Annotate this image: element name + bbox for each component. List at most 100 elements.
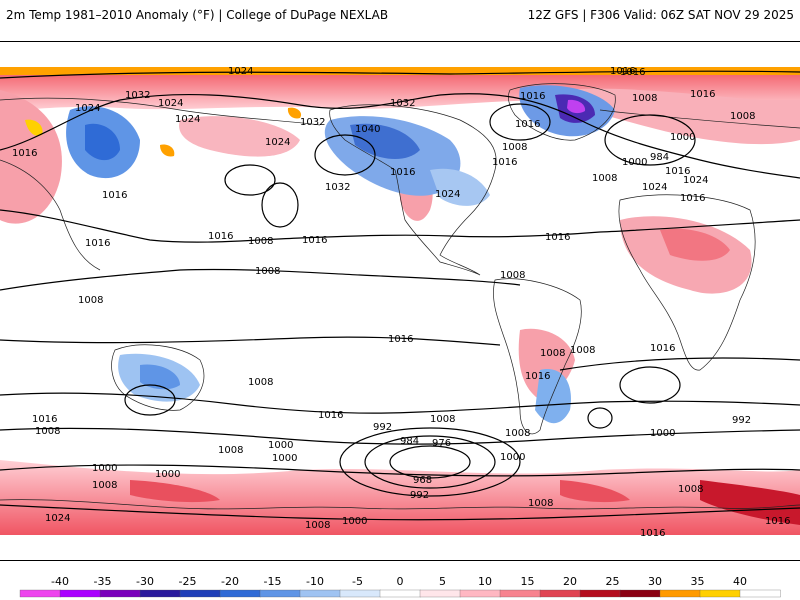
pacific-warm: [179, 116, 300, 157]
colorbar-segment: [139, 589, 181, 598]
hot-spot-3: [287, 107, 302, 119]
antarctic-hot: [700, 480, 800, 525]
colorbar-tick-label: 35: [690, 575, 705, 588]
colorbar-tick-label: -25: [178, 575, 197, 588]
pressure-label: 1008: [255, 266, 280, 277]
colorbar-tick-label: 15: [520, 575, 535, 588]
pressure-label: 1000: [272, 453, 297, 464]
colorbar-segment: [379, 589, 421, 598]
hot-spot-2: [160, 144, 175, 157]
isobar-line: [0, 93, 800, 179]
pressure-label: 1024: [435, 189, 460, 200]
pressure-label: 1000: [268, 440, 293, 451]
pressure-label: 1024: [158, 98, 183, 109]
pressure-label: 1008: [248, 377, 273, 388]
pressure-label: 1008: [540, 348, 565, 359]
pressure-label: 1016: [302, 235, 327, 246]
south-america-outline: [493, 278, 582, 435]
colorbar-segment: [259, 589, 301, 598]
pressure-label: 1016: [515, 119, 540, 130]
pressure-label: 1040: [355, 124, 380, 135]
colorbar-tick-label: -30: [136, 575, 154, 588]
australia-outline: [111, 344, 205, 411]
pressure-label: 1008: [730, 111, 755, 122]
pressure-label: 1008: [248, 236, 273, 247]
arctic-warm-area: [0, 75, 800, 112]
pressure-label: 1016: [650, 343, 675, 354]
pressure-label: 1000: [92, 463, 117, 474]
pressure-label: 984: [650, 152, 669, 163]
pressure-label: 1016: [12, 148, 37, 159]
pressure-label: 1008: [505, 428, 530, 439]
colorbar-tick-label: -20: [221, 575, 239, 588]
pressure-label: 1016: [102, 190, 127, 201]
colorbar: [19, 589, 781, 598]
isobar-line: [0, 209, 800, 243]
pressure-label: 992: [410, 490, 429, 501]
pressure-label: 1008: [632, 93, 657, 104]
europe-warm: [560, 88, 800, 145]
antarctic-hot-2: [130, 480, 220, 503]
great-lakes-cold: [430, 168, 490, 206]
pressure-label: 1024: [265, 137, 290, 148]
pressure-label: 1024: [45, 513, 70, 524]
hot-spot-1: [25, 119, 43, 136]
eurasia-outline: [0, 97, 800, 271]
colorbar-tick-label: 40: [733, 575, 747, 588]
pressure-label: 1016: [690, 89, 715, 100]
australia-cold-core: [140, 364, 180, 390]
isobar-line: [0, 268, 521, 291]
pressure-label: 1032: [125, 90, 150, 101]
isobar-line: [0, 336, 501, 346]
pressure-label: 1008: [528, 498, 553, 509]
colorbar-segment: [459, 589, 501, 598]
isobar-high-center: [261, 182, 299, 228]
pressure-label: 1032: [325, 182, 350, 193]
pressure-label: 1000: [342, 516, 367, 527]
pressure-label: 984: [400, 436, 419, 447]
colorbar-segment: [99, 589, 141, 598]
pressure-label: 1008: [78, 295, 103, 306]
greenland-outline: [508, 83, 616, 141]
isobar-line: [0, 427, 800, 445]
pressure-label: 1000: [155, 469, 180, 480]
pressure-label: 1016: [318, 410, 343, 421]
colorbar-segment: [219, 589, 261, 598]
pressure-label: 1016: [388, 334, 413, 345]
isobar-high-center: [619, 366, 681, 404]
colorbar-segment: [579, 589, 621, 598]
pressure-label: 1016: [610, 66, 635, 77]
isobar-line: [559, 357, 800, 371]
sahara-hot: [660, 228, 730, 261]
pressure-label: 1008: [35, 426, 60, 437]
africa-outline: [618, 194, 756, 371]
pressure-label: 1016: [85, 238, 110, 249]
pressure-label: 1008: [218, 445, 243, 456]
siberia-cold-core: [85, 123, 120, 161]
isobar-low-center: [364, 435, 496, 489]
colorbar-tick-label: -5: [352, 575, 363, 588]
colorbar-segment: [699, 589, 741, 598]
isobar-line: [0, 464, 800, 477]
pressure-label: 1016: [492, 157, 517, 168]
pressure-label: 1016: [525, 371, 550, 382]
pressure-label: 1024: [175, 114, 200, 125]
pressure-label: 1008: [305, 520, 330, 531]
colorbar-segment: [739, 589, 781, 598]
coastlines: [0, 83, 800, 510]
pressure-label: 992: [373, 422, 392, 433]
colorbar-segment: [339, 589, 381, 598]
colorbar-segment: [539, 589, 581, 598]
header: 2m Temp 1981–2010 Anomaly (°F) | College…: [0, 0, 800, 40]
colorbar-segment: [619, 589, 661, 598]
pressure-label: 1024: [683, 175, 708, 186]
pressure-label: 1024: [228, 66, 253, 77]
isobar-high-center: [124, 384, 176, 416]
pressure-label: 1024: [75, 103, 100, 114]
colorbar-tick-label: -35: [93, 575, 112, 588]
pressure-label: 1008: [570, 345, 595, 356]
colorbar-segment: [19, 589, 61, 598]
antarctica-outline: [0, 499, 800, 510]
isobar-low-center: [587, 407, 613, 429]
pressure-label: 1016: [640, 528, 665, 539]
